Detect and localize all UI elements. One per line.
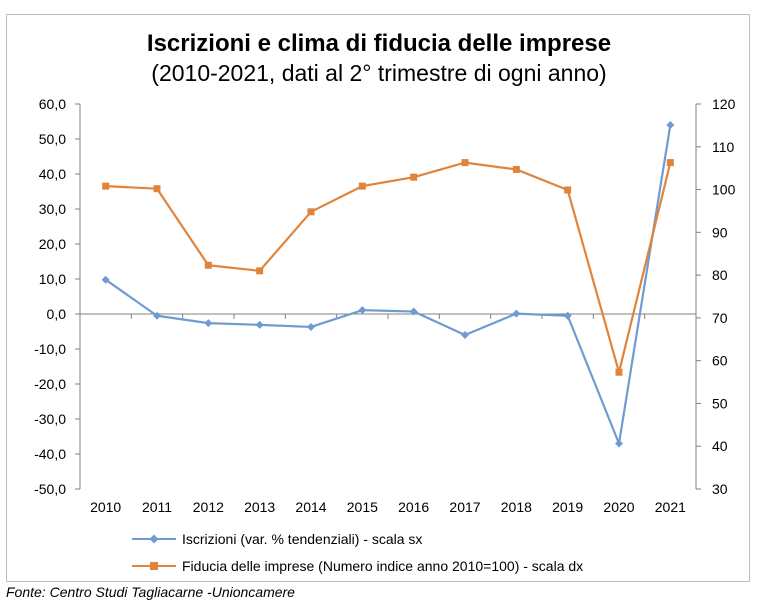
y-right-tick-label: 90 (712, 224, 728, 240)
y-left-tick-label: 10,0 (39, 271, 66, 287)
legend-item-iscrizioni: Iscrizioni (var. % tendenziali) - scala … (132, 531, 422, 547)
data-point-iscrizioni (358, 306, 367, 315)
legend-label-iscrizioni: Iscrizioni (var. % tendenziali) - scala … (182, 531, 423, 547)
y-left-tick-label: -10,0 (34, 341, 66, 357)
x-tick-label: 2019 (552, 499, 583, 515)
data-point-iscrizioni (666, 121, 675, 129)
y-right-tick-label: 70 (712, 310, 728, 326)
y-right-tick-label: 110 (712, 139, 735, 155)
y-right-tick-label: 40 (712, 438, 728, 454)
source-note: Fonte: Centro Studi Tagliacarne -Unionca… (6, 584, 295, 600)
data-point-fiducia (204, 261, 212, 269)
y-left-tick-label: 40,0 (39, 166, 66, 182)
y-left-tick-label: -20,0 (34, 376, 66, 392)
data-point-fiducia (615, 368, 623, 376)
y-right-tick-label: 30 (712, 481, 728, 497)
data-point-fiducia (256, 267, 264, 275)
series-line-fiducia (105, 161, 672, 374)
y-left-tick-label: 20,0 (39, 236, 66, 252)
data-point-fiducia (358, 182, 366, 190)
x-tick-label: 2021 (655, 499, 686, 515)
x-tick-label: 2012 (193, 499, 224, 515)
y-left-tick-label: 60,0 (39, 96, 66, 112)
data-point-fiducia (666, 159, 674, 167)
data-point-iscrizioni (153, 311, 161, 320)
x-tick-label: 2018 (501, 499, 532, 515)
data-point-fiducia (512, 165, 520, 173)
y-left-tick-label: -50,0 (34, 481, 66, 497)
data-point-fiducia (461, 159, 469, 167)
y-right-tick-label: 60 (712, 353, 728, 369)
data-point-iscrizioni (307, 322, 315, 331)
x-tick-label: 2013 (244, 499, 275, 515)
legend-swatch-iscrizioni (132, 533, 176, 545)
data-point-iscrizioni (204, 319, 213, 328)
x-tick-label: 2017 (449, 499, 480, 515)
x-tick-label: 2014 (295, 499, 326, 515)
y-right-tick-label: 50 (712, 395, 728, 411)
legend-label-fiducia: Fiducia delle imprese (Numero indice ann… (182, 558, 584, 574)
y-right-tick-label: 100 (712, 182, 736, 198)
data-point-fiducia (153, 185, 161, 193)
chart-title: Iscrizioni e clima di fiducia delle impr… (146, 30, 612, 57)
data-point-fiducia (102, 182, 110, 190)
data-point-iscrizioni (255, 320, 264, 329)
y-right-tick-label: 120 (712, 96, 736, 112)
x-tick-label: 2016 (398, 499, 429, 515)
data-point-iscrizioni (409, 307, 418, 316)
y-left-tick-label: 30,0 (39, 201, 66, 217)
legend-item-fiducia: Fiducia delle imprese (Numero indice ann… (132, 558, 583, 574)
y-left-tick-label: -40,0 (34, 446, 66, 462)
y-left-tick-label: 0,0 (47, 306, 67, 322)
data-point-iscrizioni (563, 311, 572, 320)
data-point-iscrizioni (101, 275, 110, 284)
data-point-fiducia (410, 173, 418, 181)
x-tick-label: 2010 (90, 499, 121, 515)
data-point-iscrizioni (615, 439, 623, 448)
data-point-fiducia (307, 208, 315, 216)
legend-swatch-fiducia (132, 560, 176, 572)
y-left-tick-label: -30,0 (34, 411, 66, 427)
y-right-tick-label: 80 (712, 267, 728, 283)
x-tick-label: 2020 (603, 499, 634, 515)
chart-subtitle: (2010-2021, dati al 2° trimestre di ogni… (151, 60, 607, 86)
data-point-iscrizioni (461, 331, 469, 339)
x-tick-label: 2015 (347, 499, 378, 515)
data-point-iscrizioni (512, 309, 521, 318)
x-tick-label: 2011 (142, 499, 172, 515)
y-left-tick-label: 50,0 (39, 131, 66, 147)
data-point-fiducia (564, 186, 572, 194)
series-line-iscrizioni (105, 124, 672, 445)
